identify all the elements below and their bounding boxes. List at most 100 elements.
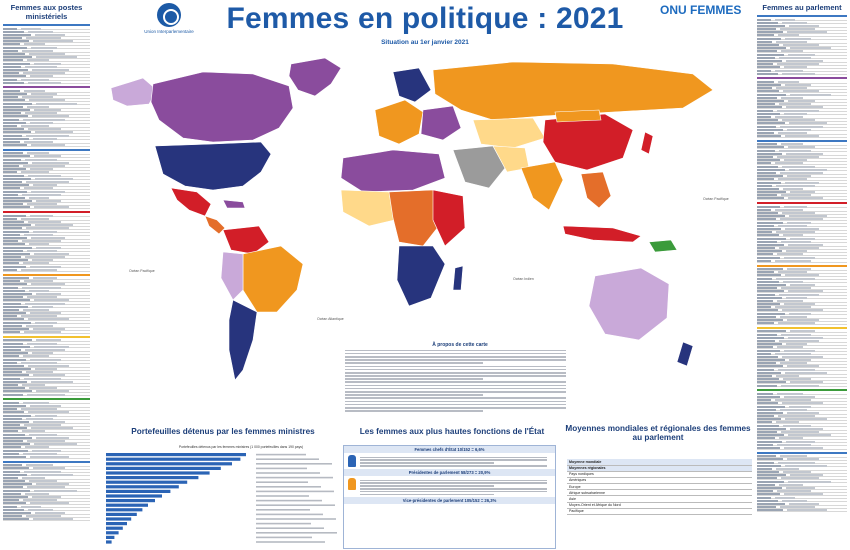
table-row [757, 215, 847, 218]
text-line [360, 465, 548, 467]
table-row [757, 56, 847, 60]
text-line [345, 371, 566, 374]
ranking-band [3, 211, 90, 272]
table-row [757, 149, 847, 153]
region-value-cell [719, 502, 731, 509]
region-value-cell [741, 489, 752, 497]
world-map-canvas: Océan Pacifique Océan Atlantique Océan I… [93, 50, 754, 390]
table-row [3, 109, 90, 112]
table-row [757, 72, 847, 76]
text-line [345, 381, 566, 384]
portfolio-label [256, 499, 322, 502]
text-line [345, 359, 566, 361]
parliament-ranking-column: Femmes au parlement [754, 0, 850, 550]
table-row [757, 431, 847, 434]
region-value-cell [719, 465, 731, 472]
table-row [3, 464, 90, 467]
table-row [3, 380, 90, 384]
table-row [757, 355, 847, 359]
text-line [360, 491, 548, 493]
text-line [345, 391, 566, 393]
table-row [3, 476, 90, 480]
table-row [3, 408, 90, 411]
table-row [757, 250, 847, 253]
table-row: Amériques [567, 477, 752, 485]
table-row [757, 131, 847, 135]
portfolios-bar-chart: Portefeuilles détenus par les femmes min… [106, 445, 346, 549]
table-row [757, 90, 847, 94]
table-row [757, 18, 847, 22]
table-row: Asie [567, 495, 752, 503]
ministers-ranking-table [0, 24, 93, 521]
portfolios-panel-title: Portefeuilles détenus par les femmes min… [131, 427, 315, 436]
map-region-indonesia [562, 225, 642, 243]
table-row [757, 268, 847, 271]
table-row [757, 208, 847, 212]
table-row [757, 184, 847, 188]
world-average-label: Moyenne mondiale [567, 459, 720, 466]
portfolio-label [256, 509, 310, 511]
table-row [757, 100, 847, 103]
table-row [3, 89, 90, 93]
table-row [3, 124, 90, 128]
table-row [757, 424, 847, 428]
portfolio-label [256, 527, 324, 529]
table-row [757, 303, 847, 306]
table-row [3, 470, 90, 474]
table-row [757, 315, 847, 319]
table-row [3, 200, 90, 203]
portfolio-bar [106, 453, 246, 457]
map-region-madagascar [452, 265, 464, 291]
table-row [757, 352, 847, 356]
regional-averages-table: Moyenne mondiale Moyennes régionales Pays… [567, 459, 752, 549]
table-row [757, 237, 847, 241]
top-positions-panel-title: Les femmes aux plus hautes fonctions de … [359, 427, 545, 436]
table-row [757, 84, 847, 87]
table-row [757, 259, 847, 263]
table-row [3, 53, 90, 56]
table-row [757, 371, 847, 375]
region-value-cell [719, 489, 731, 497]
ranking-band [757, 451, 847, 512]
table-row [757, 175, 847, 178]
table-row [757, 487, 847, 490]
text-line [345, 378, 483, 380]
map-region-east-africa [432, 189, 466, 247]
table-row [757, 162, 847, 166]
map-region-russia [432, 61, 714, 121]
table-row [757, 509, 847, 512]
table-row [757, 399, 847, 402]
table-row [757, 44, 847, 47]
table-row [3, 246, 90, 250]
parliament-ranking-table [754, 15, 850, 512]
table-row [757, 119, 847, 122]
table-row [3, 158, 90, 162]
table-row [3, 265, 90, 269]
table-row [757, 24, 847, 28]
table-row [3, 131, 90, 134]
portfolio-label [256, 486, 321, 488]
table-row: Afrique subsaharienne [567, 489, 752, 497]
table-row [3, 328, 90, 331]
ipu-emblem-icon [157, 3, 181, 27]
table-row [3, 492, 90, 496]
table-row [757, 280, 847, 284]
speakers-stat: Présidentes de parlement 58/273 = 20,9% [344, 469, 555, 476]
portfolio-bar [106, 485, 179, 489]
table-row [757, 115, 847, 119]
table-row [3, 449, 90, 453]
table-row [757, 112, 847, 116]
table-row [3, 243, 90, 246]
ranking-band [757, 139, 847, 201]
table-row [757, 499, 847, 503]
table-row [757, 125, 847, 129]
ministers-ranking-title: Femmes aux postes ministériels [10, 3, 83, 21]
table-row [757, 277, 847, 281]
ranking-band [3, 148, 90, 210]
table-row [3, 152, 90, 155]
table-row [3, 203, 90, 206]
table-row [3, 358, 90, 362]
table-row [3, 430, 90, 434]
table-row [757, 171, 847, 175]
portfolio-bar [106, 499, 155, 503]
